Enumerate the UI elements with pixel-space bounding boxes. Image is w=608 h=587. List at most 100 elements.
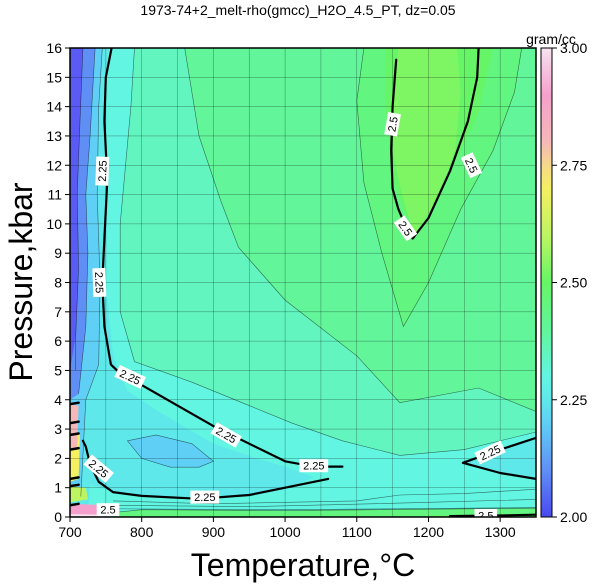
x-tick-label: 1000 (269, 524, 300, 540)
contour-2-00 (75, 48, 84, 371)
contour-label-text: 2.5 (386, 116, 400, 133)
y-tick-label: 4 (54, 392, 62, 408)
contour-label: 2.5 (474, 509, 498, 523)
contour-high-density (70, 401, 80, 406)
contour-2-25-main (101, 48, 344, 468)
colorbar: gram/cc 2.00 2.25 2.50 2.75 3.00 (526, 31, 587, 525)
region-2-30 (70, 48, 536, 517)
contour-high-density (70, 483, 80, 488)
y-tick-label: 1 (54, 480, 62, 496)
contour-label-text: 2.25 (303, 461, 324, 473)
contour-label-bg (299, 459, 329, 473)
x-axis-label: Temperature,°C (191, 547, 415, 583)
region-inner-2-20 (127, 434, 214, 468)
contour-high-density (70, 420, 80, 425)
contour-label: 2.5 (96, 503, 120, 517)
contour-inner-2-20 (126, 434, 214, 468)
contour-label-bg (83, 454, 114, 483)
contour-bottom-2-40 (112, 507, 536, 511)
contour-label-bg (114, 364, 146, 389)
contour-fill-layer (70, 48, 536, 517)
contour-label-text: 2.25 (97, 160, 110, 182)
y-tick-label: 16 (46, 40, 62, 56)
contour-2-50-bottom (448, 513, 536, 517)
colorbar-ticks: 2.00 2.25 2.50 2.75 3.00 (552, 40, 587, 525)
y-tick-label: 7 (54, 304, 62, 320)
x-axis: 700 800 900 1000 1100 1200 1300 (58, 517, 516, 540)
contour-high-density (70, 502, 80, 507)
contour-label-bg (92, 267, 107, 298)
y-tick-label: 9 (54, 245, 62, 261)
contour-label: 2.25 (190, 490, 220, 504)
x-tick-label: 800 (130, 524, 154, 540)
contour-2-45 (356, 48, 522, 328)
x-tick-label: 1100 (342, 524, 372, 540)
contour-high-density (70, 476, 80, 481)
colorbar-gradient (540, 47, 553, 518)
y-tick-label: 6 (54, 333, 62, 349)
region-low-2-60 (70, 486, 88, 503)
y-tick-label: 13 (46, 128, 62, 144)
colorbar-tick-label: 2.50 (560, 275, 587, 291)
contour-label-layer: 2.252.252.252.252.252.252.252.252.52.52.… (83, 111, 506, 523)
contour-label: 2.25 (299, 459, 329, 473)
contour-high-density (70, 432, 80, 437)
contour-label: 2.5 (460, 152, 483, 179)
contour-high-density (70, 446, 80, 451)
y-tick-label: 8 (54, 275, 62, 291)
colorbar-tick-label: 3.00 (560, 40, 587, 56)
contour-label-bg (210, 422, 243, 448)
contour-label-text: 2.25 (92, 272, 105, 294)
contour-2-25-right (461, 436, 536, 480)
chart-title: 1973-74+2_melt-rho(gmcc)_H2O_4.5_PT, dz=… (140, 2, 455, 18)
y-tick-label: 14 (46, 99, 62, 115)
y-tick-label: 15 (46, 69, 62, 85)
contour-2-30 (119, 48, 536, 456)
colorbar-tick-label: 2.75 (560, 157, 587, 173)
region-2-25-right (462, 437, 536, 479)
contour-label-bg (384, 111, 401, 137)
x-tick-label: 900 (202, 524, 226, 540)
region-2-55 (392, 48, 461, 236)
y-tick-label: 11 (47, 187, 62, 203)
contour-2-10 (78, 48, 96, 394)
contour-label: 2.5 (384, 111, 401, 137)
y-axis-label: Pressure,kbar (3, 182, 39, 382)
colorbar-tick-label: 2.25 (560, 392, 587, 408)
contour-2-35 (184, 48, 536, 412)
y-tick-label: 5 (54, 362, 62, 378)
region-2-25 (70, 48, 314, 517)
y-tick-label: 12 (46, 157, 62, 173)
contour-label-bg (96, 503, 120, 517)
colorbar-tick-label: 2.00 (560, 509, 587, 525)
minor-contour-lines (75, 48, 536, 513)
x-tick-label: 1200 (413, 524, 444, 540)
contour-label-text: 2.5 (462, 156, 479, 175)
contour-label: 2.25 (95, 156, 110, 186)
colorbar-unit: gram/cc (526, 31, 576, 47)
contour-label-bg (190, 490, 220, 504)
contour-label-text: 2.5 (100, 505, 115, 517)
contour-label-text: 2.5 (478, 511, 493, 523)
contour-label-bg (393, 215, 418, 242)
region-low-2-80 (70, 404, 79, 450)
contour-label-bg (460, 152, 483, 179)
contour-label-bg (95, 156, 110, 186)
y-tick-label: 2 (54, 450, 62, 466)
x-tick-label: 1300 (485, 524, 516, 540)
contour-bottom-2-45 (112, 507, 536, 513)
contour-bottom-2-35 (116, 499, 536, 508)
contour-label-text: 2.25 (194, 492, 215, 504)
grid-lines (70, 48, 536, 517)
contour-label: 2.25 (92, 267, 107, 298)
x-tick-label: 700 (58, 524, 82, 540)
y-tick-label: 10 (46, 216, 62, 232)
contour-label-bg (474, 509, 498, 517)
y-tick-label: 0 (54, 509, 62, 525)
contour-2-25-lower (81, 439, 330, 500)
y-tick-label: 3 (54, 421, 62, 437)
major-contour-lines (70, 48, 536, 517)
contour-label-bg (474, 440, 506, 465)
